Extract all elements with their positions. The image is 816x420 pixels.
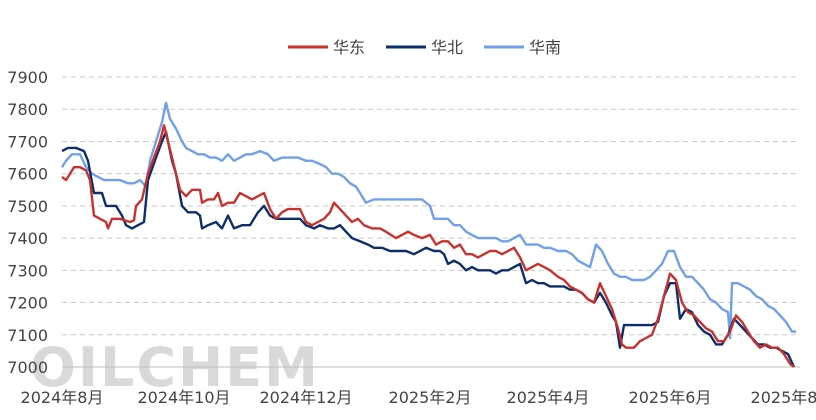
series-line-华南: [60, 101, 796, 340]
legend-label: 华南: [529, 38, 561, 57]
x-tick-label: 2024年12月: [259, 388, 352, 407]
series-lines: [60, 101, 796, 368]
legend-label: 华东: [333, 38, 365, 57]
y-tick-label: 7700: [7, 132, 48, 151]
legend: 华东 华北 华南: [288, 38, 561, 57]
axes: 7000 7100 7200 7300 7400 7500 7600 7700 7800 7900…: [7, 68, 816, 407]
x-tick-label: 2025年4月: [507, 388, 590, 407]
y-tick-label: 7300: [7, 261, 48, 280]
y-tick-label: 7000: [7, 358, 48, 377]
series-line-华东: [61, 124, 795, 368]
x-tick-label: 2024年8月: [21, 388, 104, 407]
x-tick-label: 2025年6月: [629, 388, 712, 407]
legend-label: 华北: [431, 38, 463, 57]
y-tick-label: 7900: [7, 68, 48, 87]
y-tick-label: 7600: [7, 165, 48, 184]
y-tick-label: 7800: [7, 100, 48, 119]
x-tick-label: 2025年2月: [389, 388, 472, 407]
series-line-华北: [61, 130, 796, 368]
x-tick-label: 2025年8月: [751, 388, 816, 407]
y-tick-label: 7500: [7, 197, 48, 216]
x-tick-label: 2024年10月: [137, 388, 230, 407]
y-tick-label: 7100: [7, 326, 48, 345]
y-tick-label: 7400: [7, 229, 48, 248]
y-tick-label: 7200: [7, 294, 48, 313]
